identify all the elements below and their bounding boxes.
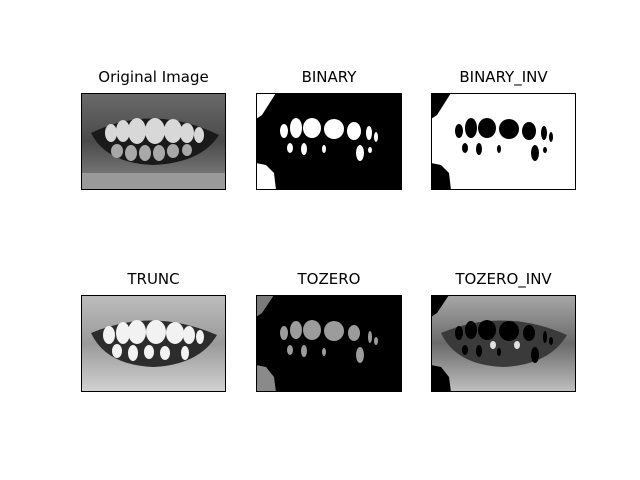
panel-title-tozero-inv: TOZERO_INV xyxy=(455,270,552,288)
panel-title-original: Original Image xyxy=(98,68,209,86)
panel-title-trunc: TRUNC xyxy=(127,270,180,288)
original-image xyxy=(81,93,226,190)
panel-original: Original Image xyxy=(81,68,226,190)
panel-tozero: TOZERO xyxy=(256,270,402,392)
tozero-image xyxy=(256,295,402,392)
panel-tozero-inv: TOZERO_INV xyxy=(431,270,576,392)
panel-trunc: TRUNC xyxy=(81,270,226,392)
binary-inv-image xyxy=(431,93,576,190)
panel-binary: BINARY xyxy=(256,68,402,190)
trunc-image xyxy=(81,295,226,392)
panel-title-binary-inv: BINARY_INV xyxy=(459,68,548,86)
tozero-inv-image xyxy=(431,295,576,392)
panel-title-tozero: TOZERO xyxy=(297,270,361,288)
binary-image xyxy=(256,93,402,190)
panel-binary-inv: BINARY_INV xyxy=(431,68,576,190)
panel-title-binary: BINARY xyxy=(301,68,357,86)
